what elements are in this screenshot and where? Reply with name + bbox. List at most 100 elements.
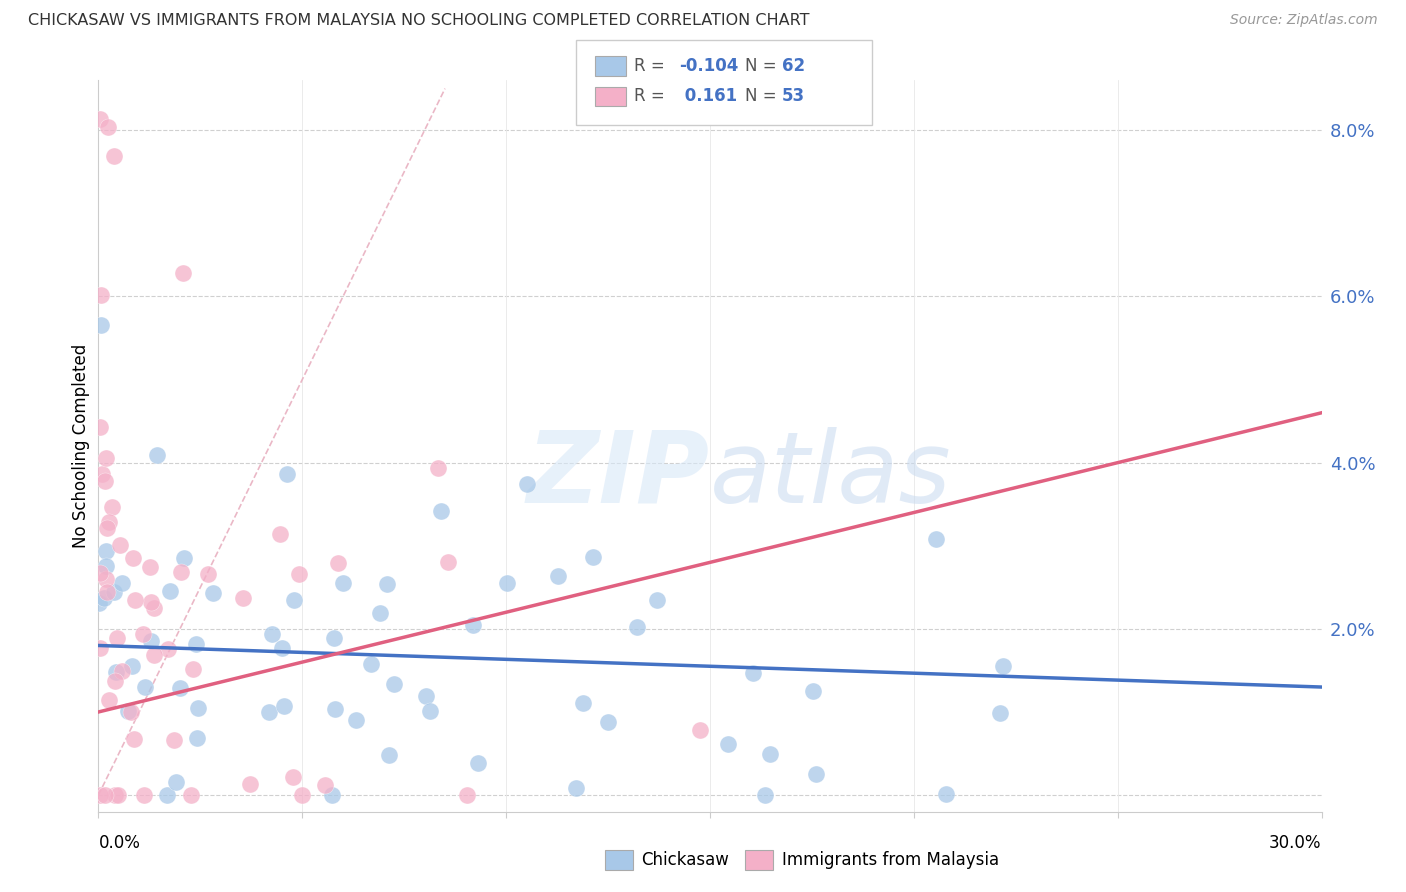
Point xyxy=(159,583,181,598)
Point xyxy=(173,550,195,565)
Point xyxy=(131,627,153,641)
Point xyxy=(990,706,1012,721)
Point xyxy=(273,699,295,714)
Point xyxy=(426,461,449,475)
Point xyxy=(172,266,194,280)
Point xyxy=(645,593,668,607)
Point xyxy=(801,684,824,698)
Point xyxy=(101,500,124,514)
Point xyxy=(717,737,740,751)
Point xyxy=(121,659,143,673)
Point xyxy=(332,576,354,591)
Point xyxy=(935,787,957,801)
Point xyxy=(495,576,517,591)
Text: 53: 53 xyxy=(782,87,804,105)
Text: Chickasaw: Chickasaw xyxy=(641,851,728,869)
Point xyxy=(94,788,117,802)
Point xyxy=(344,713,367,727)
Text: 0.161: 0.161 xyxy=(679,87,737,105)
Point xyxy=(105,632,128,646)
Point xyxy=(260,626,283,640)
Point xyxy=(276,467,298,481)
Point xyxy=(183,662,205,676)
Point xyxy=(163,732,186,747)
Point xyxy=(89,112,111,127)
Point xyxy=(139,560,162,574)
Point xyxy=(156,788,179,802)
Point xyxy=(287,567,309,582)
Text: R =: R = xyxy=(634,57,671,75)
Point xyxy=(143,601,166,615)
Point xyxy=(117,704,139,718)
Point xyxy=(165,775,187,789)
Point xyxy=(368,607,391,621)
Point xyxy=(93,591,115,606)
Point xyxy=(111,576,134,591)
Point xyxy=(281,770,304,784)
Point xyxy=(96,450,118,465)
Point xyxy=(122,731,145,746)
Text: N =: N = xyxy=(745,87,782,105)
Point xyxy=(180,788,202,802)
Point xyxy=(259,705,281,719)
Text: 62: 62 xyxy=(782,57,804,75)
Point xyxy=(141,595,163,609)
Point xyxy=(89,566,111,580)
Point xyxy=(804,767,827,781)
Point xyxy=(283,592,305,607)
Point xyxy=(202,586,225,600)
Point xyxy=(90,318,112,333)
Point xyxy=(291,788,314,802)
Point xyxy=(360,657,382,672)
Point xyxy=(991,659,1014,673)
Point xyxy=(741,666,763,681)
Point xyxy=(98,515,121,529)
Point xyxy=(239,777,262,791)
Point xyxy=(231,591,253,606)
Point xyxy=(170,565,193,579)
Point xyxy=(89,788,111,802)
Point xyxy=(94,544,117,558)
Point xyxy=(104,665,127,680)
Point xyxy=(89,641,111,656)
Point xyxy=(270,641,292,656)
Point xyxy=(754,788,776,802)
Point xyxy=(382,676,405,690)
Text: 0.0%: 0.0% xyxy=(98,834,141,852)
Point xyxy=(325,702,347,716)
Point xyxy=(104,788,127,802)
Point xyxy=(419,704,441,718)
Point xyxy=(596,714,619,729)
Point xyxy=(157,641,180,656)
Point xyxy=(378,748,401,763)
Point xyxy=(430,503,453,517)
Point xyxy=(925,532,948,546)
Point xyxy=(121,551,143,566)
Point xyxy=(146,448,169,462)
Point xyxy=(89,420,111,434)
Point xyxy=(321,788,343,802)
Point xyxy=(134,681,156,695)
Point xyxy=(94,572,117,586)
Point xyxy=(456,788,478,802)
Point xyxy=(103,149,125,163)
Point xyxy=(759,747,782,761)
Point xyxy=(104,673,127,688)
Point xyxy=(111,664,134,678)
Point xyxy=(141,633,163,648)
Text: Immigrants from Malaysia: Immigrants from Malaysia xyxy=(782,851,998,869)
Point xyxy=(90,287,112,301)
Text: N =: N = xyxy=(745,57,782,75)
Point xyxy=(108,538,131,552)
Point xyxy=(107,788,129,802)
Point xyxy=(547,568,569,582)
Point xyxy=(94,559,117,574)
Point xyxy=(269,526,291,541)
Text: -0.104: -0.104 xyxy=(679,57,738,75)
Point xyxy=(93,474,115,488)
Text: R =: R = xyxy=(634,87,671,105)
Point xyxy=(134,788,156,802)
Point xyxy=(103,585,125,599)
Point xyxy=(186,731,208,746)
Point xyxy=(186,636,208,650)
